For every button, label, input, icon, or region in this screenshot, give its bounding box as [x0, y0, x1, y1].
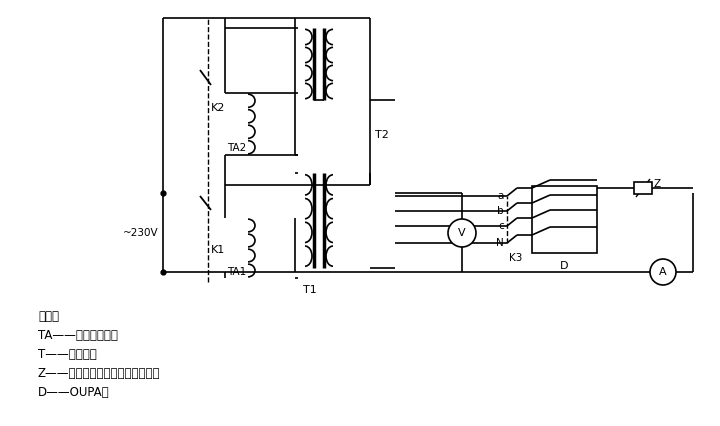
Text: D: D — [560, 261, 569, 271]
Text: a: a — [498, 191, 504, 201]
Text: T——变压器；: T——变压器； — [38, 348, 96, 361]
Text: ~230V: ~230V — [122, 227, 158, 238]
Text: V: V — [458, 228, 466, 238]
Circle shape — [448, 219, 476, 247]
Text: T1: T1 — [303, 285, 317, 295]
Text: K1: K1 — [211, 245, 225, 255]
Bar — [532, 186, 597, 253]
Text: N: N — [496, 238, 504, 248]
Text: TA2: TA2 — [227, 143, 246, 153]
Text: b: b — [498, 206, 504, 216]
Circle shape — [650, 259, 676, 285]
Text: K2: K2 — [211, 103, 225, 113]
Text: K3: K3 — [509, 253, 523, 263]
Text: 说明：: 说明： — [38, 310, 59, 323]
Text: Z——调节电流至额定电流的阻抗；: Z——调节电流至额定电流的阻抗； — [38, 367, 161, 380]
Text: A: A — [660, 267, 667, 277]
Text: TA——自耦变压器；: TA——自耦变压器； — [38, 329, 118, 342]
Bar — [634, 182, 652, 194]
Text: c: c — [498, 221, 504, 231]
Text: TA1: TA1 — [227, 267, 246, 277]
Text: T2: T2 — [375, 130, 389, 140]
Text: D——OUPA。: D——OUPA。 — [38, 386, 109, 399]
Text: Z: Z — [654, 179, 661, 189]
